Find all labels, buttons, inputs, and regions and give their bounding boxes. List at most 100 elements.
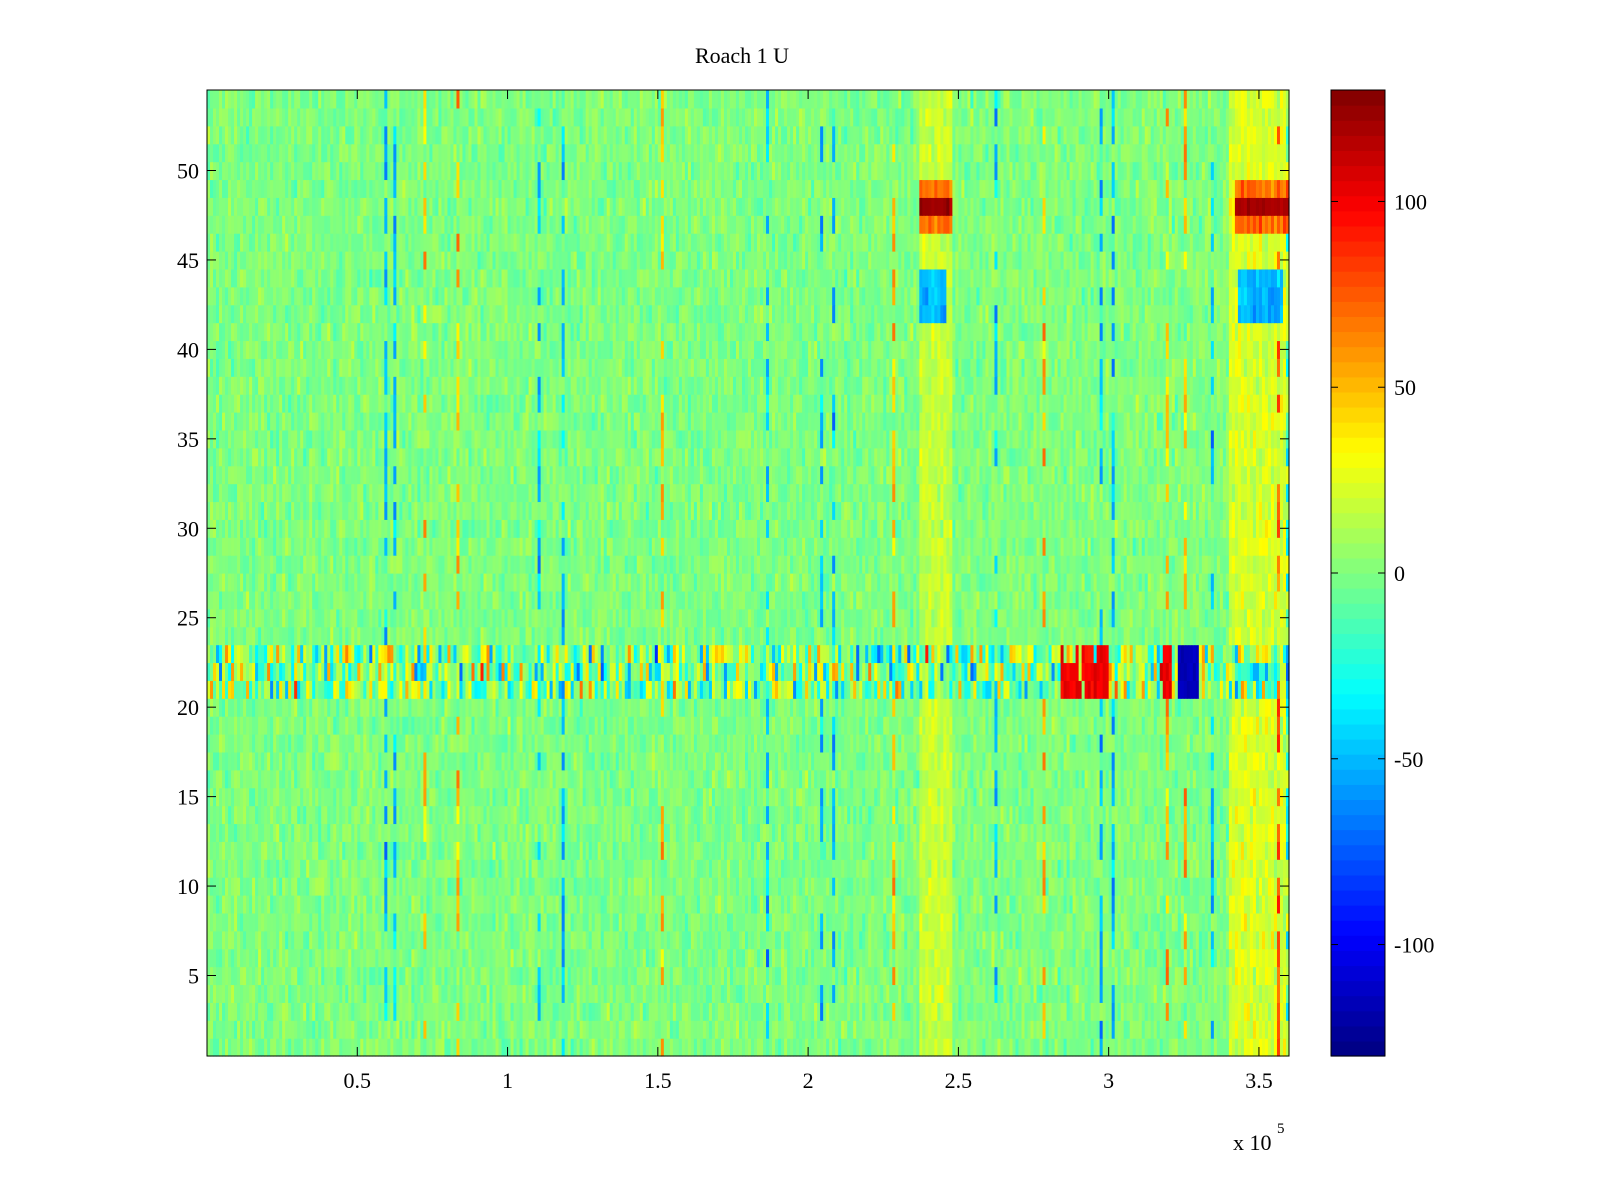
heatmap-cell (417, 984, 421, 1003)
heatmap-cell (865, 984, 869, 1003)
heatmap-cell (835, 1038, 839, 1057)
heatmap-cell (663, 1020, 668, 1039)
heatmap-cell (210, 1020, 214, 1039)
heatmap-cell (1027, 1020, 1032, 1039)
heatmap-cell (1072, 1020, 1077, 1039)
heatmap-cell (531, 1002, 536, 1021)
heatmap-cell (1228, 1038, 1233, 1057)
heatmap-cell (793, 1002, 797, 1021)
heatmap-cell (459, 966, 464, 986)
heatmap-cell (856, 1002, 860, 1021)
heatmap-cell (979, 1020, 984, 1039)
heatmap-cell (621, 1002, 626, 1021)
heatmap-cell (276, 1020, 280, 1039)
heatmap-cell (627, 1002, 632, 1021)
heatmap-cell (823, 1002, 827, 1021)
heatmap-cell (405, 1020, 409, 1039)
heatmap-cell (237, 984, 241, 1003)
heatmap-cell (516, 1020, 521, 1039)
heatmap-cell (402, 984, 406, 1003)
heatmap-cell (940, 1002, 944, 1021)
heatmap-cell (324, 1020, 328, 1039)
heatmap-cell (342, 966, 346, 986)
heatmap-cell (793, 1020, 797, 1039)
heatmap-cell (1216, 1020, 1221, 1039)
heatmap-cell (702, 1020, 707, 1039)
heatmap-cell (1174, 1020, 1179, 1039)
heatmap-cell (949, 984, 953, 1003)
heatmap-cell (468, 1038, 473, 1057)
heatmap-cell (958, 984, 962, 1003)
heatmap-cell (534, 1038, 539, 1057)
heatmap-cell (1003, 1002, 1008, 1021)
heatmap-cell (576, 1002, 581, 1021)
heatmap-cell (772, 1002, 776, 1021)
heatmap-cell (513, 1002, 518, 1021)
heatmap-cell (495, 1038, 500, 1057)
heatmap-cell (291, 1020, 295, 1039)
heatmap-cell (973, 1038, 978, 1057)
heatmap-cell (249, 984, 253, 1003)
heatmap-cell (369, 984, 373, 1003)
heatmap-cell (955, 984, 959, 1003)
heatmap-cell (787, 1002, 791, 1021)
heatmap-cell (576, 1020, 581, 1039)
heatmap-cell (1024, 984, 1029, 1003)
heatmap-cell (735, 1038, 740, 1057)
heatmap-cell (1189, 1002, 1194, 1021)
heatmap-cell (465, 1038, 470, 1057)
heatmap-cell (1267, 984, 1272, 1003)
heatmap-cell (261, 1038, 265, 1057)
heatmap-cell (582, 1002, 587, 1021)
heatmap-cell (543, 1038, 548, 1057)
heatmap-cell (315, 1002, 319, 1021)
heatmap-cell (1246, 1020, 1251, 1039)
heatmap-cell (600, 1020, 605, 1039)
heatmap-cell (1063, 1002, 1068, 1021)
heatmap-cell (294, 1020, 298, 1039)
heatmap-cell (255, 1038, 259, 1057)
heatmap-cell (769, 1020, 773, 1039)
heatmap-cell (594, 1002, 599, 1021)
heatmap-cell (246, 1038, 250, 1057)
heatmap-cell (375, 1002, 379, 1021)
heatmap-cell (1072, 984, 1077, 1003)
heatmap-cell (426, 1002, 431, 1021)
heatmap-cell (751, 1002, 755, 1021)
heatmap-cell (1189, 1020, 1194, 1039)
heatmap-cell (378, 1002, 382, 1021)
heatmap-cell (910, 1038, 914, 1057)
heatmap-cell (1030, 1020, 1035, 1039)
heatmap-cell (754, 1038, 758, 1057)
heatmap-cell (787, 984, 791, 1003)
heatmap-cell (1036, 984, 1041, 1003)
heatmap-cell (261, 984, 265, 1003)
heatmap-cell (1270, 1020, 1275, 1039)
heatmap-cell (1057, 1038, 1062, 1057)
heatmap-cell (654, 1002, 659, 1021)
heatmap-cell (540, 1038, 545, 1057)
heatmap-cell (826, 984, 830, 1003)
heatmap-cell (1222, 1020, 1227, 1039)
heatmap-cell (853, 1002, 857, 1021)
heatmap-cell (1072, 1038, 1077, 1057)
heatmap-cell (883, 1020, 887, 1039)
heatmap-cell (841, 984, 845, 1003)
heatmap-cell (766, 1038, 770, 1057)
heatmap-cell (216, 966, 220, 986)
heatmap-cell (1279, 984, 1284, 1003)
heatmap-cell (1213, 984, 1218, 1003)
heatmap-cell (955, 1020, 959, 1039)
heatmap-cell (757, 1038, 761, 1057)
heatmap-cell (871, 1038, 875, 1057)
heatmap-cell (964, 1002, 969, 1021)
heatmap-cell (904, 984, 908, 1003)
heatmap-cell (624, 1038, 629, 1057)
heatmap-cell (471, 966, 476, 986)
heatmap-cell (1114, 1002, 1119, 1021)
heatmap-cell (393, 1038, 397, 1057)
heatmap-cell (1114, 984, 1119, 1003)
heatmap-cell (318, 1002, 322, 1021)
heatmap-cell (892, 984, 896, 1003)
heatmap-cell (687, 1038, 692, 1057)
